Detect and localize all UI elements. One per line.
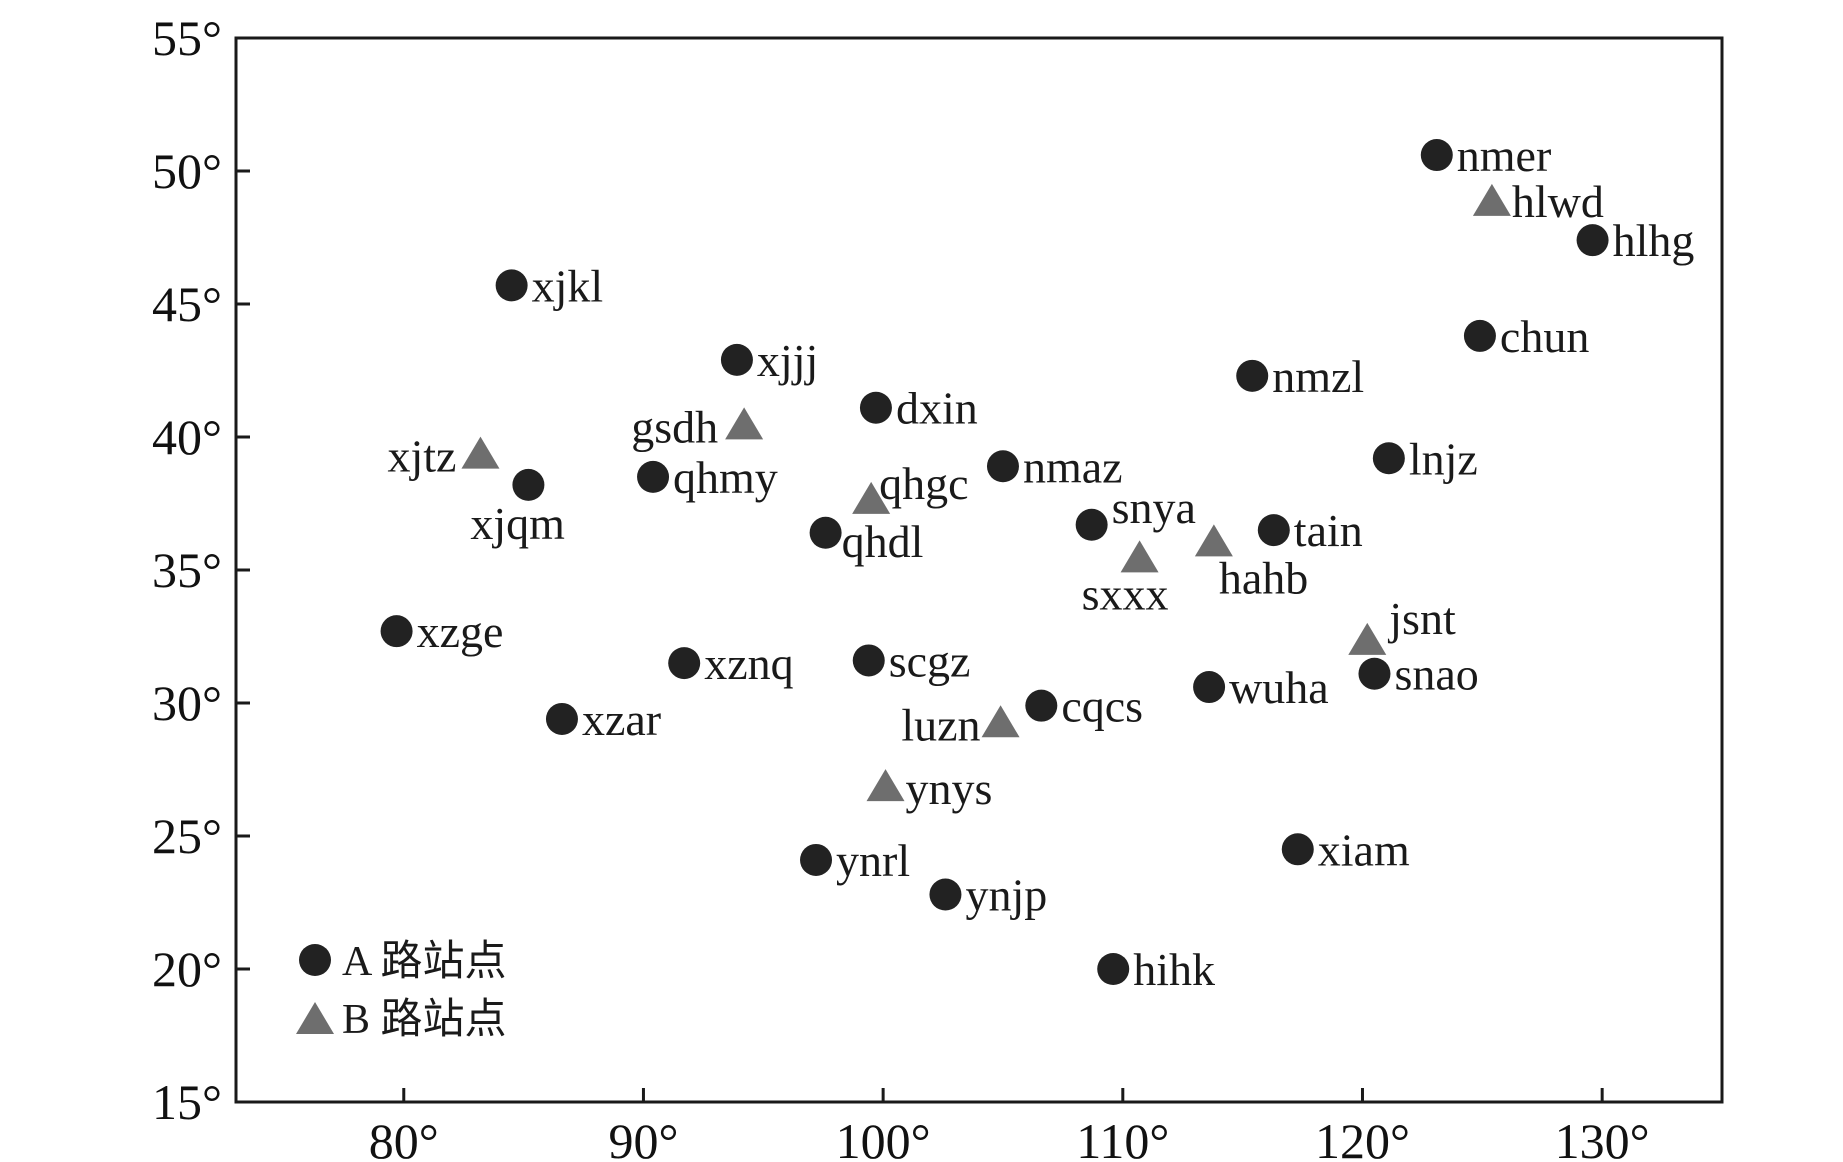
label-sxxx: sxxx [1082,568,1169,619]
y-tick-label: 30° [152,675,222,731]
legend: A 路站点 B 路站点 [296,939,507,1043]
point-xjjj [720,343,753,376]
point-qhdl [809,516,842,549]
label-snao: snao [1394,649,1478,700]
label-snya: snya [1112,482,1196,533]
label-hihk: hihk [1133,944,1215,995]
point-xzar [545,702,578,735]
point-tain [1257,514,1290,547]
legend-marker-circle [299,944,331,976]
point-jsnt [1348,622,1387,655]
point-luzn [981,705,1020,738]
y-tick-label: 55° [152,10,222,66]
x-tick-label: 120° [1315,1113,1410,1162]
data-points: nmer hlhg xjkl chun xjjj nmzl dxin lnjz nmaz qhmy… [380,130,1695,995]
point-nmaz [986,450,1019,483]
x-tick-label: 90° [608,1113,678,1162]
y-tick-label: 15° [152,1074,222,1130]
label-tain: tain [1294,505,1363,556]
label-hahb: hahb [1219,552,1308,603]
label-luzn: luzn [901,699,980,750]
point-nmzl [1236,359,1269,392]
point-xznq [668,647,701,680]
point-lnjz [1372,442,1405,475]
label-nmzl: nmzl [1272,351,1364,402]
y-tick-label: 20° [152,941,222,997]
label-ynys: ynys [906,763,993,814]
label-nmer: nmer [1457,130,1552,181]
x-tick-label: 100° [836,1113,931,1162]
point-scgz [852,644,885,677]
y-tick-label: 45° [152,276,222,332]
point-hlhg [1576,224,1609,257]
point-snao [1358,657,1391,690]
label-scgz: scgz [889,635,971,686]
y-tick-label: 40° [152,409,222,465]
label-xiam: xiam [1318,824,1410,875]
point-xzge [380,615,413,648]
label-cqcs: cqcs [1061,681,1143,732]
label-ynjp: ynjp [965,870,1047,921]
label-xzar: xzar [582,694,661,745]
label-jsnt: jsnt [1387,593,1456,644]
x-axis: 80° 90° 100° 110° 120° 130° [369,1088,1650,1162]
label-qhgc: qhgc [879,458,968,509]
label-qhdl: qhdl [842,516,924,567]
label-xjtz: xjtz [387,431,456,482]
label-hlwd: hlwd [1512,176,1604,227]
x-tick-label: 80° [369,1113,439,1162]
legend-marker-triangle [296,1002,334,1034]
point-hlwd [1472,183,1511,216]
label-xznq: xznq [704,638,793,689]
point-chun [1463,319,1496,352]
x-tick-label: 130° [1555,1113,1650,1162]
point-ynys [866,769,905,802]
label-hlhg: hlhg [1613,215,1695,266]
label-xjkl: xjkl [532,260,604,311]
label-gsdh: gsdh [631,401,718,452]
point-gsdh [725,407,764,440]
label-xjjj: xjjj [757,335,818,386]
point-cqcs [1025,689,1058,722]
x-tick-label: 110° [1076,1113,1169,1162]
point-xjtz [461,436,500,469]
label-nmaz: nmaz [1023,441,1123,492]
point-qhgc [852,481,891,514]
point-xjqm [512,468,545,501]
y-axis: 15° 20° 25° 30° 35° 40° 45° 50° 55° [152,10,250,1130]
legend-label-b: B 路站点 [342,997,507,1043]
point-ynjp [929,878,962,911]
label-qhmy: qhmy [673,452,778,503]
legend-label-a: A 路站点 [342,939,507,985]
point-hihk [1097,953,1130,985]
point-snya [1075,508,1108,541]
point-xjkl [495,269,528,302]
label-xzge: xzge [417,606,504,657]
point-wuha [1193,671,1226,704]
point-sxxx [1120,540,1159,573]
y-tick-label: 25° [152,808,222,864]
point-dxin [859,391,892,424]
label-dxin: dxin [896,383,978,434]
label-ynrl: ynrl [836,835,910,886]
label-xjqm: xjqm [470,498,565,549]
point-xiam [1281,833,1314,866]
y-tick-label: 35° [152,542,222,598]
point-nmer [1420,139,1453,172]
label-lnjz: lnjz [1409,433,1478,484]
point-ynrl [800,843,833,876]
point-hahb [1194,524,1233,557]
label-chun: chun [1500,311,1589,362]
point-qhmy [637,460,670,493]
y-tick-label: 50° [152,143,222,199]
label-wuha: wuha [1229,662,1329,713]
